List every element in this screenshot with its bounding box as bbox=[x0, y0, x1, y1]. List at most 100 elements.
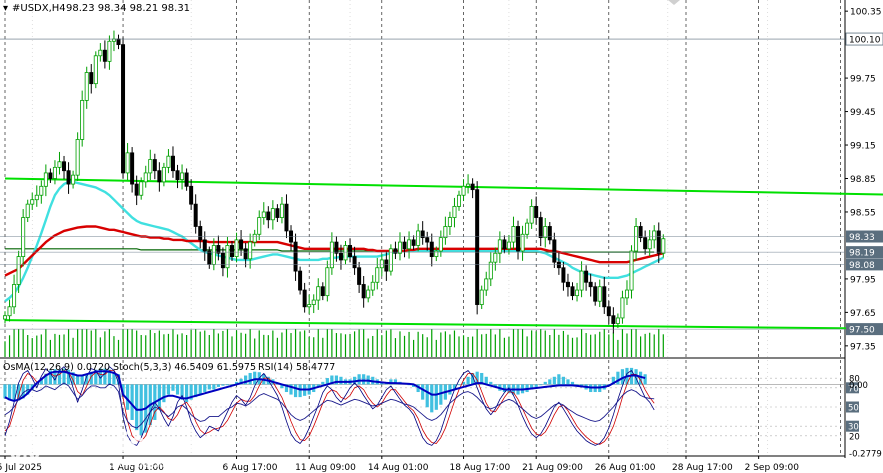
osma-bar bbox=[416, 384, 420, 393]
candle-body bbox=[615, 317, 620, 324]
volume-bar bbox=[235, 330, 238, 357]
indicator-level-label: 70 bbox=[848, 384, 859, 394]
chart-ohlc: 98.23 98.34 98.21 98.31 bbox=[66, 3, 190, 14]
volume-bar bbox=[385, 330, 387, 357]
candle-body bbox=[570, 286, 575, 297]
osma-bar bbox=[393, 379, 398, 385]
time-tick-label: 11 Aug 09:00 bbox=[295, 463, 356, 473]
candle-body bbox=[25, 203, 30, 218]
volume-bar bbox=[344, 334, 347, 357]
symbol-arrow-icon[interactable]: ▾ bbox=[3, 3, 8, 14]
candle-body bbox=[143, 172, 148, 183]
volume-bar bbox=[163, 334, 165, 357]
candle-body bbox=[370, 281, 375, 291]
volume-bar bbox=[149, 329, 151, 357]
candle-body bbox=[466, 183, 471, 187]
osma-bar bbox=[566, 379, 570, 385]
osma-bar bbox=[289, 384, 293, 395]
osma-bar bbox=[89, 371, 93, 385]
candle-body bbox=[629, 250, 634, 291]
osma-bar bbox=[493, 384, 497, 387]
price-axis: 100.35 99.75 99.45 99.15 98.85 98.55 97.95 97.6… bbox=[845, 8, 882, 352]
volume-bar bbox=[322, 337, 324, 357]
price-level-box bbox=[846, 230, 883, 243]
candle-body bbox=[620, 297, 625, 319]
osma-bar bbox=[643, 374, 647, 385]
volume-bar bbox=[77, 329, 79, 357]
candle-body bbox=[175, 170, 180, 181]
candle-body bbox=[416, 230, 421, 246]
osma-bar bbox=[293, 384, 298, 398]
volume-bar bbox=[658, 329, 660, 357]
time-tick-label: 26 Aug 01:00 bbox=[595, 463, 656, 473]
osma-bar bbox=[39, 378, 43, 385]
price-tick-label: 100.35 bbox=[850, 8, 882, 18]
volume-bar bbox=[145, 335, 147, 357]
volume-bar bbox=[485, 333, 487, 357]
price-tick-label: 98.85 bbox=[850, 175, 876, 185]
candle-body bbox=[429, 241, 434, 257]
volume-bar bbox=[190, 329, 192, 357]
volume-bar bbox=[413, 339, 415, 357]
osma-bar bbox=[543, 381, 547, 385]
volume-bar bbox=[95, 329, 97, 357]
candle-body bbox=[98, 49, 103, 57]
candle-body bbox=[438, 237, 443, 252]
candle-body bbox=[3, 315, 8, 320]
osma-bar bbox=[611, 376, 615, 385]
volume-bar bbox=[349, 333, 351, 357]
osma-bar bbox=[448, 384, 452, 395]
candle-body bbox=[624, 289, 629, 299]
osma-bar bbox=[180, 384, 184, 400]
volume-bar bbox=[72, 337, 74, 357]
candle-body bbox=[270, 208, 275, 221]
candle-body bbox=[638, 226, 643, 239]
osma-bar bbox=[225, 384, 230, 386]
candle-body bbox=[134, 183, 139, 196]
osma-bar bbox=[321, 381, 325, 385]
candle-body bbox=[93, 55, 98, 85]
indicator-level-box bbox=[846, 382, 859, 394]
candle-body bbox=[379, 259, 384, 269]
volume-bar bbox=[272, 330, 274, 357]
osma-bar bbox=[639, 371, 643, 385]
volume-bar bbox=[158, 330, 160, 357]
volume-bar bbox=[517, 329, 519, 357]
volume-bar bbox=[603, 329, 605, 357]
volume-bar bbox=[4, 341, 6, 357]
price-labels: 100.10 98.33 98.19 98.08 97.50 bbox=[0, 32, 883, 336]
osma-bar bbox=[412, 384, 416, 387]
volume-bar bbox=[353, 331, 356, 357]
volume-bar bbox=[27, 335, 29, 357]
volume-bar bbox=[494, 334, 496, 357]
candle-body bbox=[543, 226, 548, 239]
indicator-level-label: 50 bbox=[848, 404, 859, 414]
candle-body bbox=[393, 248, 398, 254]
candle-body bbox=[107, 40, 112, 62]
candle-body bbox=[502, 239, 507, 250]
candle-body bbox=[434, 250, 439, 257]
osma-bar bbox=[135, 384, 139, 431]
candle-body bbox=[402, 241, 407, 250]
volume-bar bbox=[117, 339, 120, 357]
candle-body bbox=[211, 245, 216, 265]
osma-bar bbox=[280, 384, 284, 389]
volume-bar bbox=[481, 334, 483, 357]
candle-body bbox=[511, 226, 516, 243]
candle-body bbox=[456, 194, 461, 207]
volume-bar bbox=[590, 334, 592, 357]
candle-body bbox=[202, 239, 207, 252]
volume-bar bbox=[181, 333, 183, 357]
candle-body bbox=[643, 237, 648, 250]
candle-body bbox=[139, 181, 144, 196]
candle-body bbox=[62, 161, 67, 172]
volume-bar bbox=[535, 331, 537, 357]
volume-bar bbox=[540, 329, 542, 357]
shift-marker-icon[interactable] bbox=[668, 0, 680, 5]
osma-bar bbox=[284, 384, 289, 393]
volume-bar bbox=[249, 329, 251, 357]
osma-bar bbox=[561, 376, 566, 385]
volume-bar bbox=[544, 330, 546, 357]
volume-bar bbox=[13, 329, 15, 357]
